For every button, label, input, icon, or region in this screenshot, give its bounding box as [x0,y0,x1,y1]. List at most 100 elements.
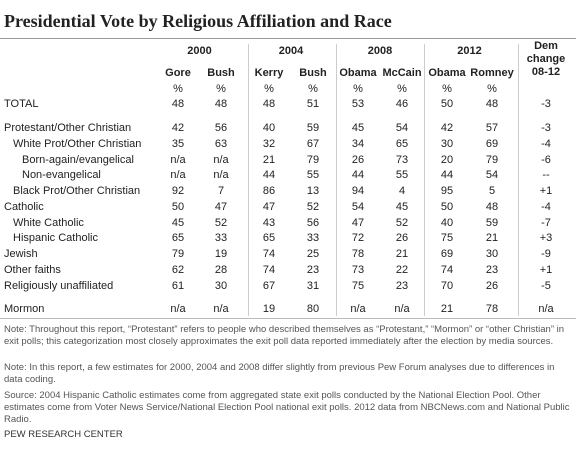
cell: 26 [395,232,409,244]
cell: n/a [170,169,186,181]
divider [424,44,425,316]
cell: 73 [395,154,409,166]
cell: -6 [541,154,551,166]
cell: 51 [306,98,320,110]
cell: 45 [171,217,185,229]
cell: 50 [440,201,454,213]
unit: % [442,83,452,95]
candidate-header: Obama [428,67,466,79]
cell: -5 [541,280,551,292]
cell: n/a [350,303,366,315]
cell: -3 [541,98,551,110]
title-rule [0,38,576,39]
cell: 75 [351,280,365,292]
candidate-header: McCain [382,67,422,79]
cell: 54 [351,201,365,213]
cell: 33 [214,232,228,244]
row-label: Protestant/Other Christian [4,122,132,134]
unit: % [264,83,274,95]
divider [336,44,337,316]
cell: -- [542,169,550,181]
cell: 48 [171,98,185,110]
cell: 78 [351,248,365,260]
cell: 5 [488,185,496,197]
cell: 79 [306,154,320,166]
row-label: Jewish [4,248,38,260]
cell: 7 [217,185,225,197]
row-label: Religiously unaffiliated [4,280,114,292]
cell: n/a [170,154,186,166]
cell: 78 [485,303,499,315]
footer: PEW RESEARCH CENTER [4,429,123,440]
title: Presidential Vote by Religious Affiliati… [4,11,392,31]
unit: % [487,83,497,95]
cell: 47 [262,201,276,213]
cell: 69 [440,248,454,260]
cell: 59 [306,122,320,134]
cell: 65 [395,138,409,150]
cell: 50 [171,201,185,213]
cell: 31 [306,280,320,292]
cell: -7 [541,217,551,229]
cell: 50 [440,98,454,110]
cell: 95 [440,185,454,197]
cell: 40 [262,122,276,134]
cell: 26 [485,280,499,292]
cell: 48 [485,98,499,110]
unit: % [397,83,407,95]
cell: 63 [214,138,228,150]
cell: 47 [214,201,228,213]
cell: 55 [395,169,409,181]
cell: 21 [440,303,454,315]
cell: 65 [171,232,185,244]
change-header: Dem [534,40,558,52]
row-label: Black Prot/Other Christian [13,185,141,197]
cell: 70 [440,280,454,292]
cell: 54 [395,122,409,134]
cell: 35 [171,138,185,150]
cell: 92 [171,185,185,197]
cell: 52 [306,201,320,213]
cell: +1 [539,185,553,197]
cell: 23 [306,264,320,276]
cell: 25 [306,248,320,260]
cell: 19 [214,248,228,260]
cell: 44 [351,169,365,181]
cell: 57 [485,122,499,134]
cell: 13 [306,185,320,197]
cell: 44 [440,169,454,181]
note: Note: Throughout this report, “Protestan… [4,324,565,347]
cell: 23 [395,280,409,292]
cell: 86 [262,185,276,197]
cell: 21 [262,154,276,166]
cell: 4 [398,185,406,197]
cell: 40 [440,217,454,229]
cell: 45 [395,201,409,213]
row-label: Catholic [4,201,44,213]
cell: 42 [171,122,185,134]
year-header: 2004 [278,45,304,57]
row-label: Mormon [4,303,45,315]
cell: +3 [539,232,553,244]
row-label: Hispanic Catholic [13,232,98,244]
candidate-header: Bush [207,67,235,79]
unit: % [216,83,226,95]
cell: 30 [440,138,454,150]
cell: 33 [306,232,320,244]
table-rule [0,318,576,319]
cell: 48 [214,98,228,110]
cell: 21 [485,232,499,244]
cell: 55 [306,169,320,181]
cell: 52 [214,217,228,229]
cell: 48 [485,201,499,213]
row-label: Other faiths [4,264,61,276]
cell: 47 [351,217,365,229]
cell: 75 [440,232,454,244]
cell: 94 [351,185,365,197]
cell: 72 [351,232,365,244]
cell: -4 [541,138,551,150]
candidate-header: Bush [299,67,327,79]
cell: 19 [262,303,276,315]
cell: 61 [171,280,185,292]
